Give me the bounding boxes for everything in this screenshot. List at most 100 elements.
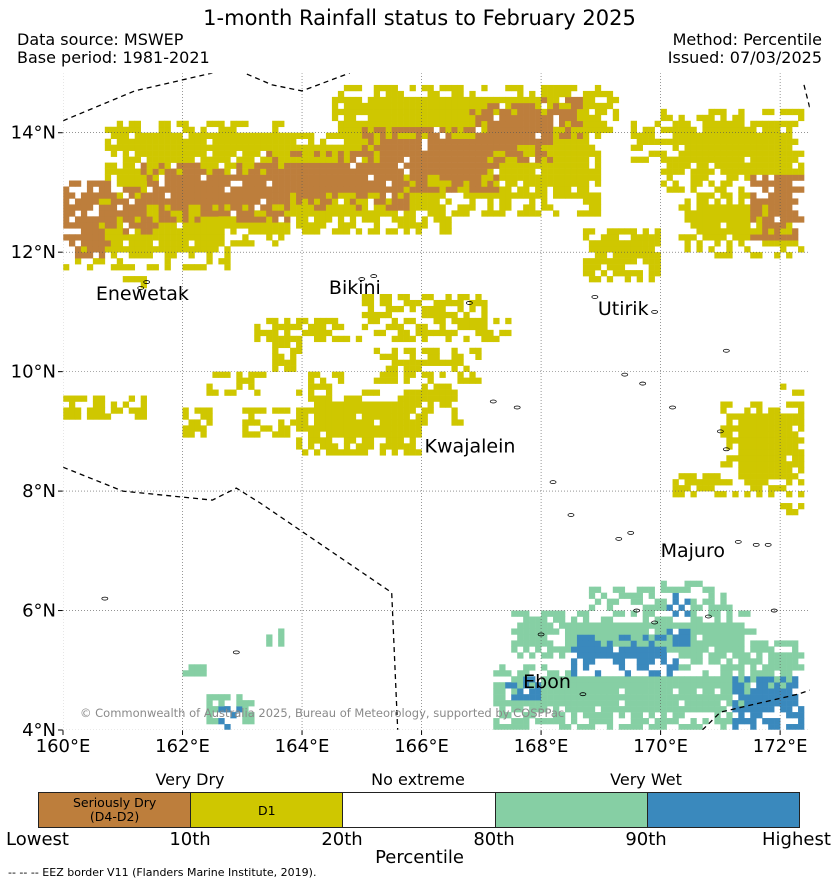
rainfall-cell — [146, 222, 153, 229]
rainfall-cell — [331, 407, 339, 414]
rainfall-cell — [200, 264, 207, 271]
rainfall-cell — [218, 210, 225, 217]
rainfall-cell — [660, 700, 667, 707]
rainfall-cell — [774, 168, 781, 175]
rainfall-cell — [600, 90, 608, 98]
rainfall-cell — [469, 180, 476, 187]
rainfall-cell — [666, 676, 673, 683]
rainfall-cell — [726, 622, 733, 629]
rainfall-cell — [636, 724, 643, 730]
rainfall-cell — [415, 168, 422, 175]
rainfall-cell — [308, 168, 315, 175]
rainfall-cell — [278, 174, 285, 181]
rainfall-cell — [588, 246, 596, 253]
rainfall-cell — [702, 718, 709, 725]
rainfall-cell — [559, 84, 566, 92]
rainfall-cell — [164, 126, 171, 134]
rainfall-cell — [660, 616, 667, 623]
rainfall-cell — [780, 168, 787, 175]
rainfall-cell — [660, 712, 667, 719]
rainfall-cell — [654, 150, 661, 157]
rainfall-cell — [726, 670, 733, 677]
rainfall-cell — [493, 150, 500, 157]
rainfall-cell — [553, 712, 560, 719]
rainfall-cell — [684, 706, 691, 713]
island-outline — [722, 447, 730, 452]
rainfall-cell — [780, 210, 787, 217]
x-tick-label: 170°E — [633, 736, 688, 757]
rainfall-cell — [427, 293, 434, 301]
rainfall-cell — [325, 192, 333, 199]
rainfall-cell — [373, 96, 381, 104]
rainfall-cell — [702, 162, 709, 169]
rainfall-cell — [678, 114, 685, 122]
rainfall-cell — [690, 724, 697, 730]
rainfall-cell — [433, 156, 440, 163]
rainfall-cell — [391, 108, 398, 116]
rainfall-cell — [618, 694, 626, 701]
rainfall-cell — [684, 628, 691, 635]
rainfall-cell — [541, 634, 548, 641]
rainfall-cell — [553, 144, 560, 151]
rainfall-cell — [786, 479, 793, 486]
rainfall-cell — [588, 210, 596, 217]
rainfall-cell — [798, 718, 805, 725]
rainfall-cell — [582, 658, 590, 665]
rainfall-cell — [672, 706, 679, 713]
rainfall-cell — [511, 174, 518, 181]
rainfall-cell — [224, 389, 231, 396]
rainfall-cell — [403, 335, 410, 343]
rainfall-cell — [570, 712, 578, 719]
rainfall-cell — [278, 180, 285, 187]
rainfall-cell — [576, 150, 584, 157]
rainfall-cell — [260, 222, 267, 229]
rainfall-cell — [463, 311, 470, 319]
rainfall-cell — [600, 706, 608, 713]
rainfall-cell — [128, 240, 136, 247]
rainfall-cell — [487, 210, 494, 217]
rainfall-cell — [547, 646, 554, 653]
rainfall-cell — [642, 628, 649, 635]
rainfall-cell — [714, 210, 721, 217]
map-frame — [62, 72, 811, 731]
rainfall-cell — [206, 234, 213, 241]
rainfall-cell — [290, 353, 297, 360]
rainfall-cell — [272, 222, 279, 229]
rainfall-cell — [427, 395, 434, 402]
rainfall-cell — [230, 204, 237, 211]
rainfall-cell — [744, 234, 751, 241]
rainfall-cell — [194, 192, 201, 199]
rainfall-cell — [720, 688, 727, 695]
rainfall-cell — [188, 234, 195, 241]
rainfall-cell — [493, 138, 500, 145]
rainfall-cell — [535, 108, 542, 116]
rainfall-cell — [427, 329, 434, 337]
rainfall-cell — [439, 401, 446, 408]
rainfall-cell — [403, 210, 410, 217]
rainfall-cell — [559, 724, 566, 730]
rainfall-cell — [248, 210, 255, 217]
rainfall-cell — [463, 377, 470, 384]
rainfall-cell — [499, 120, 506, 128]
rainfall-cell — [660, 138, 667, 145]
rainfall-cell — [774, 640, 781, 647]
rainfall-cell — [236, 174, 243, 181]
rainfall-cell — [164, 240, 171, 247]
rainfall-cell — [391, 377, 398, 384]
rainfall-cell — [325, 150, 333, 157]
rainfall-cell — [236, 192, 243, 199]
rainfall-cell — [505, 192, 512, 199]
rainfall-cell — [236, 168, 243, 175]
rainfall-cell — [469, 192, 476, 199]
rainfall-cell — [284, 150, 291, 157]
rainfall-cell — [319, 317, 327, 325]
rainfall-cell — [361, 174, 369, 181]
rainfall-cell — [284, 156, 291, 163]
rainfall-cell — [780, 676, 787, 683]
rainfall-cell — [397, 431, 404, 438]
rainfall-cell — [290, 419, 297, 426]
rainfall-cell — [319, 419, 327, 426]
rainfall-cell — [547, 718, 554, 725]
rainfall-cell — [708, 688, 715, 695]
rainfall-cell — [559, 610, 566, 617]
